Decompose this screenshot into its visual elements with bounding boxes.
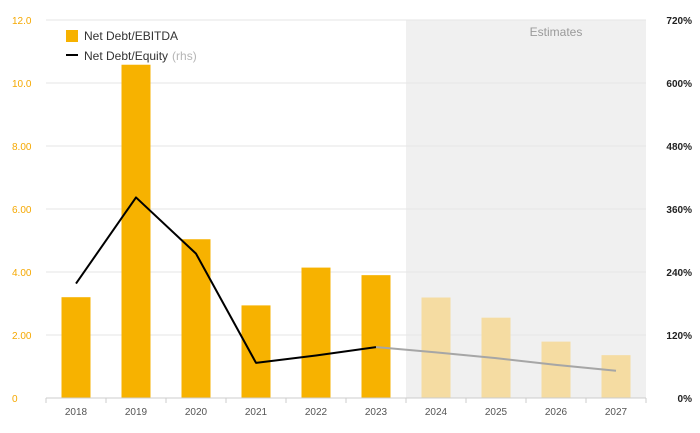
bar-2020 bbox=[181, 239, 211, 398]
legend-line-label-suffix: (rhs) bbox=[172, 49, 197, 63]
legend-line-label-name: Net Debt/Equity bbox=[84, 49, 168, 63]
legend-bar-swatch bbox=[66, 30, 78, 42]
bar-2023 bbox=[361, 275, 391, 398]
legend-line-label: Net Debt/Equity (rhs) bbox=[84, 49, 197, 63]
y-right-tick-label-3: 360% bbox=[666, 205, 692, 216]
estimates-label: Estimates bbox=[530, 25, 583, 39]
x-tick-label-2027: 2027 bbox=[605, 407, 628, 418]
x-tick-label-2018: 2018 bbox=[65, 407, 88, 418]
bar-2026 bbox=[541, 341, 571, 398]
y-right-tick-label-6: 720% bbox=[666, 16, 692, 27]
bar-2021 bbox=[241, 305, 271, 398]
x-tick-label-2024: 2024 bbox=[425, 407, 448, 418]
line-actual bbox=[75, 196, 377, 364]
bar-2027 bbox=[601, 355, 631, 398]
x-tick-label-2021: 2021 bbox=[245, 407, 268, 418]
y-left-tick-label-2: 4.00 bbox=[12, 268, 32, 279]
legend: Net Debt/EBITDA Net Debt/Equity (rhs) bbox=[66, 29, 197, 63]
y-left-tick-label-6: 12.0 bbox=[12, 16, 32, 27]
line-estimate bbox=[375, 346, 617, 372]
y-left-tick-label-4: 8.00 bbox=[12, 142, 32, 153]
bar-2018 bbox=[61, 297, 91, 398]
y-left-tick-label-3: 6.00 bbox=[12, 205, 32, 216]
bars bbox=[61, 64, 631, 398]
bar-2024 bbox=[421, 297, 451, 398]
x-tick-label-2020: 2020 bbox=[185, 407, 208, 418]
x-tick-label-2026: 2026 bbox=[545, 407, 568, 418]
y-right-tick-label-0: 0% bbox=[678, 394, 693, 405]
x-tick-label-2025: 2025 bbox=[485, 407, 508, 418]
y-right-tick-label-1: 120% bbox=[666, 331, 692, 342]
line-series bbox=[75, 196, 617, 372]
axes: 2018 2019 2020 2021 2022 2023 2024 2025 2026 2027… bbox=[12, 16, 692, 418]
y-right-tick-label-2: 240% bbox=[666, 268, 692, 279]
bar-2019 bbox=[121, 64, 151, 398]
y-left-tick-label-5: 10.0 bbox=[12, 79, 32, 90]
y-left-tick-label-0: 0 bbox=[12, 394, 18, 405]
y-right-tick-label-5: 600% bbox=[666, 79, 692, 90]
legend-bar-label: Net Debt/EBITDA bbox=[84, 29, 178, 43]
x-tick-label-2022: 2022 bbox=[305, 407, 328, 418]
y-right-tick-label-4: 480% bbox=[666, 142, 692, 153]
x-tick-label-2023: 2023 bbox=[365, 407, 388, 418]
x-tick-label-2019: 2019 bbox=[125, 407, 148, 418]
bar-2022 bbox=[301, 267, 331, 398]
y-left-tick-label-1: 2.00 bbox=[12, 331, 32, 342]
